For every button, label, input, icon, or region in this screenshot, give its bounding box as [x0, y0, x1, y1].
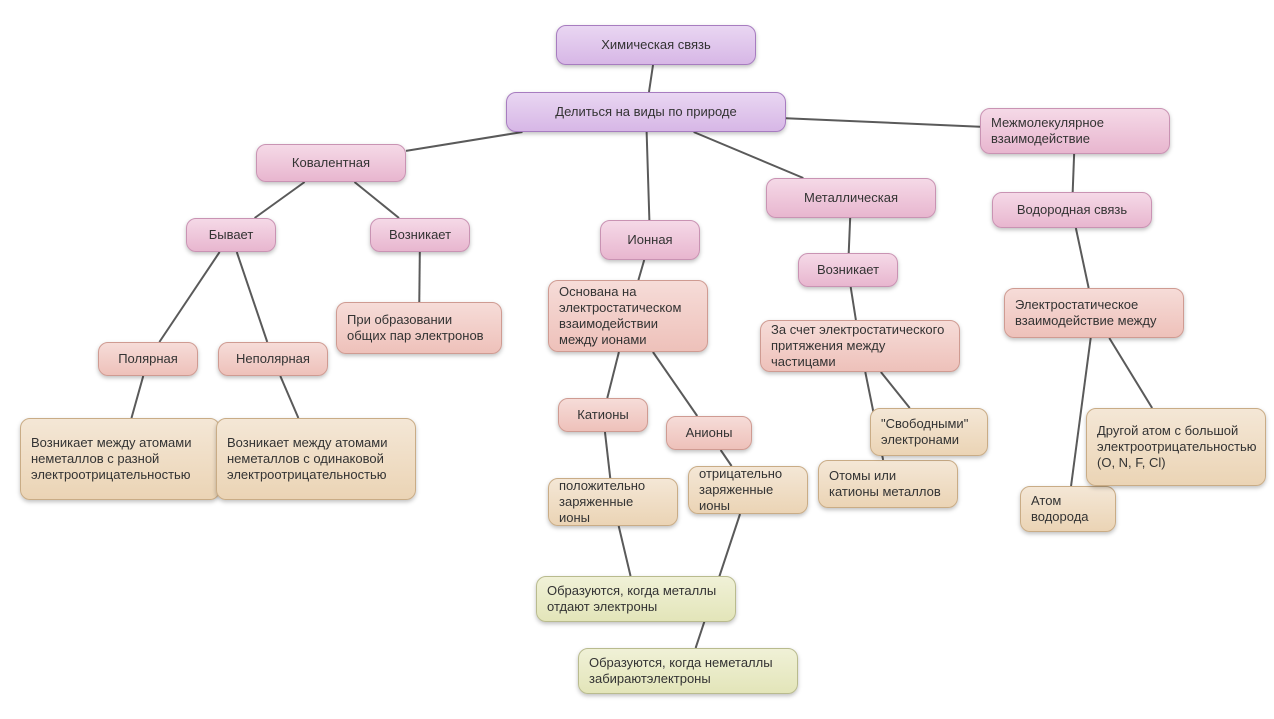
node-hbond: Водородная связь [992, 192, 1152, 228]
edge-byvaet-nonpolar [237, 252, 267, 342]
node-byvaet: Бывает [186, 218, 276, 252]
concept-map: Химическая связь Делиться на виды по прир… [0, 0, 1274, 719]
node-metallicDesc: За счет электростатического притяжения м… [760, 320, 960, 372]
edge-posIons-metalsGive [619, 526, 631, 576]
node-nonpolarDesc: Возникает между атомами неметаллов с оди… [216, 418, 416, 500]
node-hbondDesc: Электростатическое взаимодействие между [1004, 288, 1184, 338]
edge-hbondDesc-enAtom [1109, 338, 1152, 408]
edge-root-divides [649, 65, 653, 92]
node-nonpolar: Неполярная [218, 342, 328, 376]
node-voznikaet2: Возникает [798, 253, 898, 287]
edge-nonpolar-nonpolarDesc [280, 376, 298, 418]
edge-covalent-byvaet [255, 182, 305, 218]
node-divides: Делиться на виды по природе [506, 92, 786, 132]
node-ionic: Ионная [600, 220, 700, 260]
edge-voznikaet1-pairElectrons [419, 252, 420, 302]
node-cations: Катионы [558, 398, 648, 432]
node-voznikaet1: Возникает [370, 218, 470, 252]
edge-metallic-voznikaet2 [849, 218, 850, 253]
edge-metallicDesc-freeEl [881, 372, 910, 408]
edge-divides-covalent [406, 132, 522, 151]
edge-covalent-voznikaet1 [354, 182, 399, 218]
edge-divides-metallic [694, 132, 804, 178]
node-intermol: Межмолекулярное взаимодействие [980, 108, 1170, 154]
edge-divides-intermol [786, 118, 980, 127]
node-enAtom: Другой атом с большой электроотрицательн… [1086, 408, 1266, 486]
node-posIons: положительно заряженные ионы [548, 478, 678, 526]
node-nonmetalsTake: Образуются, когда неметаллы забираютэлек… [578, 648, 798, 694]
node-polar: Полярная [98, 342, 198, 376]
edge-divides-ionic [647, 132, 650, 220]
edge-intermol-hbond [1073, 154, 1074, 192]
edge-hbond-hbondDesc [1076, 228, 1089, 288]
node-pairElectrons: При образовании общих пар электронов [336, 302, 502, 354]
node-metallic: Металлическая [766, 178, 936, 218]
edge-voznikaet2-metallicDesc [851, 287, 856, 320]
edge-ionicBased-anions [653, 352, 697, 416]
node-freeEl: "Свободными" электронами [870, 408, 988, 456]
edge-ionic-ionicBased [638, 260, 644, 280]
node-anions: Анионы [666, 416, 752, 450]
node-polarDesc: Возникает между атомами неметаллов с раз… [20, 418, 220, 500]
node-atomsCat: Отомы или катионы металлов [818, 460, 958, 508]
edge-polar-polarDesc [131, 376, 143, 418]
node-covalent: Ковалентная [256, 144, 406, 182]
edge-anions-negIons [721, 450, 732, 466]
node-root: Химическая связь [556, 25, 756, 65]
edge-byvaet-polar [159, 252, 219, 342]
edge-ionicBased-cations [607, 352, 619, 398]
edge-cations-posIons [605, 432, 610, 478]
node-negIons: отрицательно заряженные ионы [688, 466, 808, 514]
node-metalsGive: Образуются, когда металлы отдают электро… [536, 576, 736, 622]
node-hAtom: Атом водорода [1020, 486, 1116, 532]
node-ionicBased: Основана на электростатическом взаимодей… [548, 280, 708, 352]
